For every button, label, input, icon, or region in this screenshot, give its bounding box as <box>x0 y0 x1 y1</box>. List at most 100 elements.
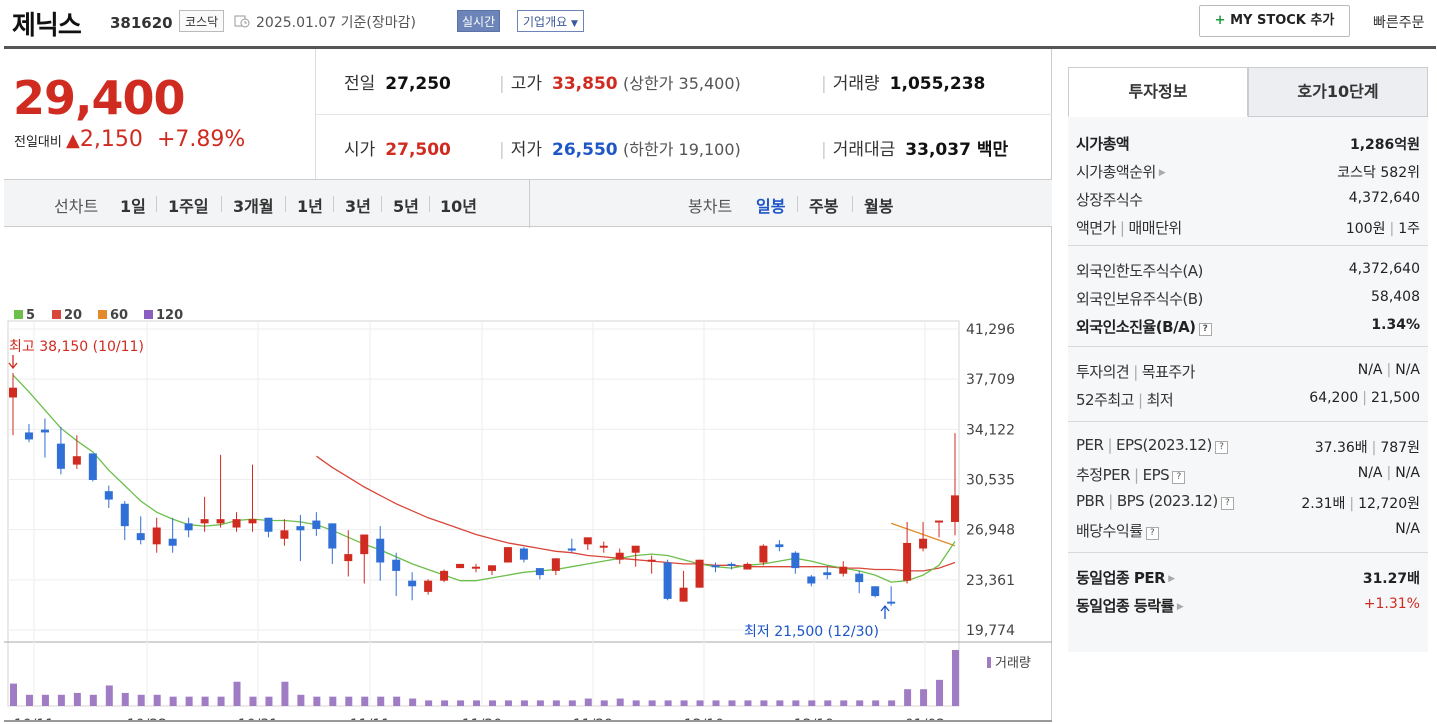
tab-5y[interactable]: 5년 <box>393 197 419 216</box>
legend-swatch <box>52 310 61 319</box>
info-label: 동일업종 등락률 ▶ <box>1076 597 1184 615</box>
candlestick-chart[interactable]: 41,296 37,709 34,122 30,535 26,948 23,361 19,7… <box>4 249 1052 721</box>
chevron-right-icon[interactable]: ▶ <box>1176 602 1184 612</box>
volume-bar <box>760 700 768 706</box>
x-tick-label: 11/29 <box>573 717 613 721</box>
info-value: 4,372,640 <box>1348 190 1420 206</box>
low-label: 저가 <box>510 140 543 160</box>
volume-bar <box>728 700 736 706</box>
info-label: 액면가 | 매매단위 <box>1076 219 1182 237</box>
y-tick-label: 19,774 <box>966 623 1015 639</box>
high-label: 고가 <box>510 74 543 94</box>
info-value: 37.36배 | 787원 <box>1314 440 1420 456</box>
candle-body <box>472 566 481 569</box>
volume-bar <box>952 650 959 706</box>
open-label: 시가 <box>344 140 376 160</box>
volume-bar <box>632 700 640 706</box>
realtime-button[interactable]: 실시간 <box>457 10 501 32</box>
candle-body <box>599 545 608 548</box>
up-triangle-icon: ▲ <box>65 130 80 151</box>
candle-body <box>903 542 912 581</box>
chevron-right-icon[interactable]: ▶ <box>1158 168 1166 178</box>
candle-body <box>759 545 768 563</box>
quote-grid: 전일 27,250 | 고가 33,850 (상한가 35,400) | 거래량 1,05… <box>316 49 1052 179</box>
candle-body <box>951 495 959 522</box>
info-row: 추정PER | EPS? N/A | N/A <box>1068 460 1428 488</box>
candle-body <box>152 527 161 545</box>
candle-body <box>519 548 528 560</box>
legend-swatch <box>98 310 107 319</box>
volume-bar <box>776 700 784 706</box>
legend-swatch <box>144 310 153 319</box>
volume-bar <box>41 694 49 706</box>
info-section: 투자의견 | 목표주가 N/A | N/A 52주최고 | 최저 64,200 | 21,500 <box>1068 347 1428 422</box>
help-icon[interactable]: ? <box>1172 471 1186 484</box>
info-section: PER | EPS(2023.12)? 37.36배 | 787원 추정PER | EPS? N/… <box>1068 422 1428 553</box>
candle-body <box>232 519 241 528</box>
tab-orderbook[interactable]: 호가10단계 <box>1248 67 1428 117</box>
volume-bar <box>504 700 512 706</box>
candle-body <box>40 429 49 433</box>
info-value: 100원 | 1주 <box>1345 221 1420 237</box>
volume-bar <box>584 698 592 706</box>
volume-bar <box>345 696 353 706</box>
volume-bar <box>904 689 912 706</box>
tab-monthly[interactable]: 월봉 <box>864 197 894 216</box>
stock-name: 제닉스 <box>12 11 82 41</box>
candle-body <box>408 580 417 587</box>
low-price: | 저가 26,550 (하한가 19,100) <box>499 140 741 160</box>
quick-order-link[interactable]: 빠른주문 <box>1373 15 1425 31</box>
candle-body <box>791 552 800 569</box>
price-chart[interactable]: 41,296 37,709 34,122 30,535 26,948 23,361 19,7… <box>4 249 1052 721</box>
info-value: N/A <box>1395 521 1420 537</box>
corp-overview-dropdown[interactable]: 기업개요 ▼ <box>517 10 584 32</box>
prev-close: 전일 27,250 <box>344 69 451 94</box>
candle-body <box>743 563 752 570</box>
tab-daily[interactable]: 일봉 <box>756 197 786 216</box>
tab-3m[interactable]: 3개월 <box>233 197 274 216</box>
change-label: 전일대비 <box>14 135 62 150</box>
tab-1y[interactable]: 1년 <box>297 197 323 216</box>
volume-bar <box>201 696 209 706</box>
chevron-down-icon: ▼ <box>571 19 578 29</box>
x-tick-label: 12/10 <box>684 717 724 721</box>
info-label: 추정PER | EPS? <box>1076 464 1186 485</box>
tab-investment-info[interactable]: 투자정보 <box>1068 67 1248 117</box>
help-icon[interactable]: ? <box>1198 323 1212 336</box>
tab-1d[interactable]: 1일 <box>120 197 146 216</box>
volume-label: 거래량 <box>832 74 880 94</box>
high-value: 33,850 <box>552 74 618 94</box>
info-value: N/A | N/A <box>1357 362 1420 378</box>
info-row: 52주최고 | 최저 64,200 | 21,500 <box>1068 385 1428 413</box>
x-tick-label: 10/11 <box>14 717 54 721</box>
volume-bar <box>856 700 864 706</box>
legend-swatch <box>14 310 23 319</box>
volume-bar <box>105 685 113 706</box>
change-percent: +7.89% <box>156 127 246 152</box>
candle-body <box>551 558 560 571</box>
info-value: 2.31배 | 12,720원 <box>1301 496 1420 512</box>
help-icon[interactable]: ? <box>1145 527 1159 540</box>
help-icon[interactable]: ? <box>1220 497 1234 510</box>
volume-bar <box>872 700 880 706</box>
prev-close-value: 27,250 <box>385 74 451 94</box>
candle-body <box>919 538 928 549</box>
stock-header: 제닉스 381620 코스닥 2025.01.07 기준(장마감) 실시간 기업… <box>0 0 1437 46</box>
info-label: 동일업종 PER ▶ <box>1076 569 1175 587</box>
tab-3y[interactable]: 3년 <box>345 197 371 216</box>
candle-body <box>567 548 576 551</box>
help-icon[interactable]: ? <box>1214 441 1228 454</box>
quote-panel: 29,400 전일대비 ▲2,150 +7.89% 전일 27,250 | 고가 33… <box>4 49 1052 721</box>
info-row: 외국인한도주식수(A) 4,372,640 <box>1068 256 1428 284</box>
volume-bar <box>600 700 608 706</box>
tab-weekly[interactable]: 주봉 <box>809 197 839 216</box>
info-value: 1.34% <box>1371 317 1420 333</box>
low-annotation: 최저 21,500 (12/30) <box>744 624 879 640</box>
base-date: 2025.01.07 기준(장마감) <box>256 15 416 31</box>
volume-bar <box>377 696 385 706</box>
tab-10y[interactable]: 10년 <box>440 197 477 216</box>
chevron-right-icon[interactable]: ▶ <box>1168 574 1175 584</box>
tab-1w[interactable]: 1주일 <box>168 197 209 216</box>
add-my-stock-button[interactable]: + MY STOCK 추가 <box>1199 5 1350 37</box>
stock-code: 381620 <box>110 14 173 32</box>
